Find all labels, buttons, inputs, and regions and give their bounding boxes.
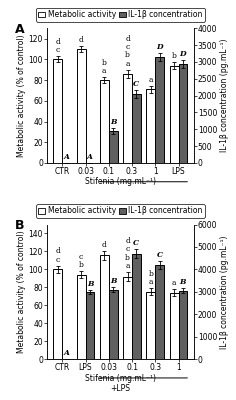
- Text: B: B: [15, 219, 25, 232]
- Bar: [170, 66, 178, 163]
- Bar: [85, 292, 94, 359]
- Text: d: d: [55, 248, 60, 256]
- Bar: [100, 255, 109, 359]
- Text: d: d: [102, 240, 107, 248]
- Text: C: C: [133, 239, 139, 247]
- Text: b: b: [102, 59, 107, 67]
- Bar: [77, 49, 85, 163]
- Legend: Metabolic activity, IL-1β concentration: Metabolic activity, IL-1β concentration: [36, 8, 205, 22]
- Legend: Metabolic activity, IL-1β concentration: Metabolic activity, IL-1β concentration: [36, 204, 205, 218]
- Text: a: a: [125, 60, 130, 68]
- Text: b: b: [125, 254, 130, 262]
- Bar: [155, 57, 164, 163]
- Text: C: C: [157, 251, 163, 259]
- Text: c: c: [126, 245, 130, 253]
- Text: d: d: [125, 35, 130, 43]
- Text: C: C: [133, 80, 139, 88]
- Text: D: D: [156, 43, 163, 51]
- Y-axis label: IL-1β concentration (pg.mL⁻¹): IL-1β concentration (pg.mL⁻¹): [220, 39, 229, 152]
- Text: a: a: [149, 278, 153, 286]
- Bar: [146, 292, 155, 359]
- Text: b: b: [79, 261, 84, 269]
- Bar: [109, 131, 118, 163]
- Bar: [146, 90, 155, 163]
- Bar: [132, 254, 141, 359]
- Text: a: a: [102, 67, 107, 75]
- Text: A: A: [87, 153, 93, 161]
- Text: d: d: [55, 38, 60, 46]
- Text: D: D: [180, 50, 186, 58]
- Bar: [54, 269, 62, 359]
- Bar: [132, 94, 141, 163]
- Text: A: A: [64, 349, 70, 357]
- Bar: [170, 293, 178, 359]
- Bar: [178, 64, 187, 163]
- Bar: [100, 80, 109, 163]
- Bar: [123, 276, 132, 359]
- Text: a: a: [125, 262, 130, 270]
- Text: c: c: [56, 256, 60, 264]
- Text: B: B: [180, 278, 186, 286]
- Bar: [109, 290, 118, 359]
- Text: c: c: [126, 43, 130, 51]
- Text: b: b: [148, 270, 153, 278]
- Bar: [77, 275, 85, 359]
- Text: B: B: [110, 118, 116, 126]
- Bar: [54, 59, 62, 163]
- X-axis label: Stifenia (mg.mL⁻¹)
+LPS: Stifenia (mg.mL⁻¹) +LPS: [85, 374, 156, 393]
- Text: c: c: [56, 46, 60, 54]
- Y-axis label: Metabolic activity (% of control): Metabolic activity (% of control): [17, 34, 26, 157]
- Text: A: A: [64, 153, 70, 161]
- Bar: [178, 291, 187, 359]
- Text: a: a: [149, 76, 153, 84]
- Text: B: B: [87, 280, 93, 288]
- Text: b: b: [172, 52, 177, 60]
- Text: A: A: [15, 23, 25, 36]
- Y-axis label: IL-1β concentration (pg.mL⁻¹): IL-1β concentration (pg.mL⁻¹): [220, 235, 229, 348]
- Text: B: B: [110, 277, 116, 285]
- Text: a: a: [172, 279, 176, 287]
- Bar: [123, 74, 132, 163]
- Text: c: c: [79, 253, 83, 261]
- X-axis label: Stifenia (mg.mL⁻¹): Stifenia (mg.mL⁻¹): [85, 178, 156, 186]
- Text: d: d: [125, 237, 130, 245]
- Text: b: b: [125, 51, 130, 59]
- Text: d: d: [79, 36, 84, 44]
- Y-axis label: Metabolic activity (% of control): Metabolic activity (% of control): [17, 230, 26, 353]
- Bar: [155, 265, 164, 359]
